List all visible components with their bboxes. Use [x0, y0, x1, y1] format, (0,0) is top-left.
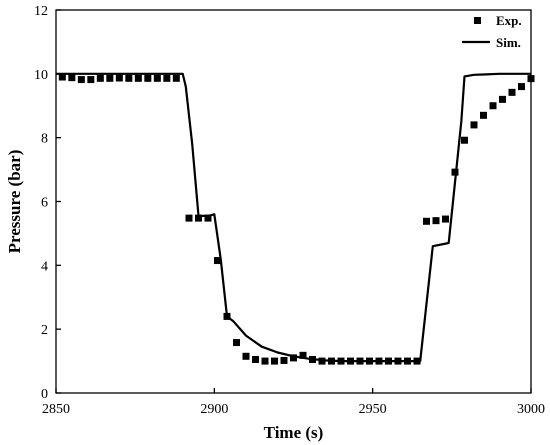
exp-point — [366, 357, 373, 365]
exp-point — [290, 354, 297, 362]
y-tick-label: 0 — [41, 387, 48, 402]
exp-point — [214, 257, 221, 265]
exp-point — [518, 83, 525, 91]
legend-sim-label: Sim. — [496, 35, 521, 50]
exp-point — [242, 352, 250, 360]
exp-point — [68, 74, 76, 82]
exp-point — [280, 356, 288, 364]
exp-point — [423, 217, 430, 225]
x-tick-label: 2850 — [42, 402, 70, 417]
y-tick-label: 10 — [34, 68, 48, 83]
exp-point — [451, 168, 459, 176]
exp-point — [125, 74, 133, 82]
exp-point — [115, 74, 123, 82]
exp-point — [271, 357, 278, 365]
exp-point — [508, 88, 516, 96]
exp-point — [252, 355, 259, 363]
plot-frame — [55, 9, 532, 394]
exp-point — [347, 357, 354, 365]
x-axis-title: Time (s) — [264, 423, 324, 442]
y-tick-label: 2 — [41, 323, 48, 338]
exp-point — [489, 102, 497, 110]
exp-point — [153, 74, 161, 82]
exp-point — [432, 217, 440, 225]
exp-point — [77, 76, 85, 84]
exp-point — [375, 357, 383, 365]
exp-point — [328, 357, 335, 365]
exp-point — [87, 76, 95, 84]
exp-point — [223, 312, 231, 320]
series-layer — [56, 72, 535, 365]
exp-point — [404, 357, 411, 365]
exp-point — [96, 74, 104, 82]
exp-point — [385, 357, 392, 365]
exp-point — [106, 74, 114, 82]
exp-point — [185, 214, 193, 222]
exp-point — [527, 75, 535, 83]
y-tick-label: 6 — [41, 196, 48, 211]
x-tick-label: 2950 — [359, 402, 387, 417]
exp-point — [480, 111, 487, 119]
exp-point — [299, 351, 307, 359]
exp-point — [356, 357, 364, 365]
exp-point — [204, 214, 212, 222]
legend-exp-marker — [474, 17, 481, 24]
legend: Exp. Sim. — [462, 13, 522, 50]
axes: 2850 2900 2950 3000 0 2 4 6 8 10 12 — [34, 4, 545, 417]
exp-point — [144, 74, 152, 82]
y-axis-title: Pressure (bar) — [5, 150, 24, 254]
y-tick-label: 12 — [34, 4, 48, 19]
x-tick-label: 3000 — [517, 402, 545, 417]
exp-point — [163, 74, 171, 82]
sim-line — [56, 72, 531, 363]
exp-point — [442, 215, 449, 223]
y-tick-label: 4 — [41, 259, 48, 274]
legend-exp-label: Exp. — [496, 13, 522, 28]
exp-point — [461, 136, 468, 144]
exp-point — [394, 357, 402, 365]
exp-point — [58, 73, 66, 81]
y-tick-label: 8 — [41, 132, 48, 147]
x-tick-label: 2900 — [200, 402, 228, 417]
exp-point — [309, 355, 316, 363]
exp-point — [318, 357, 326, 365]
exp-point — [337, 357, 345, 365]
exp-point — [413, 357, 421, 365]
exp-point — [195, 214, 202, 222]
exp-point — [261, 357, 269, 365]
exp-point — [233, 339, 240, 347]
exp-point — [470, 121, 478, 129]
exp-point — [172, 74, 180, 82]
exp-point — [499, 95, 506, 103]
exp-point — [134, 74, 142, 82]
